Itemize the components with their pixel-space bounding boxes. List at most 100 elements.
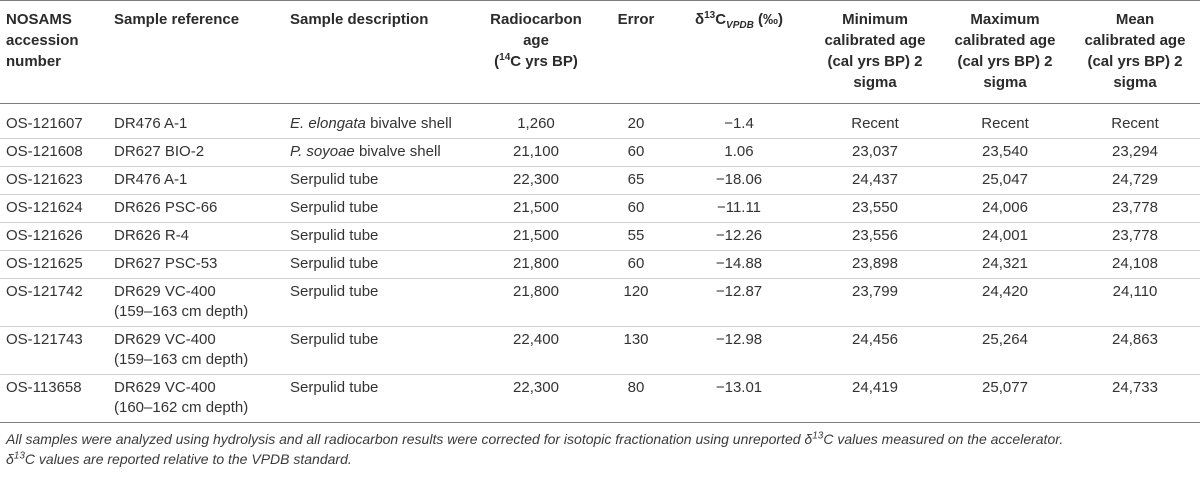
- cell-radiocarbon-age: 21,500: [513, 227, 559, 244]
- cell-accession: OS-121743: [6, 331, 83, 348]
- table-row: OS-121624 DR626 PSC-66 Serpulid tube 21,500…: [0, 195, 1200, 223]
- table-header: NOSAMS accession number Sample reference…: [0, 0, 1200, 104]
- cell-reference: DR626 PSC-66: [114, 199, 218, 216]
- footnote-line-1: All samples were analyzed using hydrolys…: [6, 430, 1064, 447]
- table-footnote: All samples were analyzed using hydrolys…: [0, 423, 1200, 469]
- cell-reference: DR627 BIO-2: [114, 143, 205, 160]
- cell-error: 65: [627, 171, 645, 188]
- cell-accession: OS-121608: [6, 143, 83, 160]
- radiocarbon-table-figure: NOSAMS accession number Sample reference…: [0, 0, 1200, 469]
- footnote-line-2: δ13C values are reported relative to the…: [6, 450, 352, 467]
- cell-delta13c: −1.4: [724, 115, 754, 132]
- cell-error: 120: [623, 283, 649, 300]
- cell-delta13c: −18.06: [715, 171, 763, 188]
- cell-min-calibrated-age: 24,419: [852, 379, 898, 396]
- cell-min-calibrated-age: 23,898: [852, 255, 898, 272]
- cell-radiocarbon-age: 21,500: [513, 199, 559, 216]
- cell-min-calibrated-age: 23,550: [852, 199, 898, 216]
- cell-description: Serpulid tube: [290, 171, 379, 188]
- cell-error: 20: [627, 115, 645, 132]
- cell-error: 60: [627, 255, 645, 272]
- cell-max-calibrated-age: 25,047: [982, 171, 1028, 188]
- cell-max-calibrated-age: 23,540: [982, 143, 1028, 160]
- header-description: Sample description: [290, 11, 429, 28]
- cell-description: Serpulid tube: [290, 255, 379, 272]
- table-row: OS-121625 DR627 PSC-53 Serpulid tube 21,800…: [0, 251, 1200, 279]
- header-error: Error: [617, 11, 655, 28]
- cell-radiocarbon-age: 22,300: [513, 171, 559, 188]
- header-delta13c: δ13CVPDB (‰): [694, 10, 784, 31]
- cell-reference: DR629 VC-400 (159–163 cm depth): [114, 331, 249, 368]
- cell-radiocarbon-age: 21,800: [513, 255, 559, 272]
- header-min-calibrated-age: Minimum calibrated age (cal yrs BP) 2 si…: [824, 11, 926, 91]
- cell-radiocarbon-age: 22,300: [513, 379, 559, 396]
- cell-min-calibrated-age: 24,456: [852, 331, 898, 348]
- species-name: E. elongata: [290, 115, 366, 132]
- header-reference: Sample reference: [114, 11, 240, 28]
- cell-delta13c: 1.06: [724, 143, 754, 160]
- cell-reference: DR626 R-4: [114, 227, 190, 244]
- table-row: OS-121626 DR626 R-4 Serpulid tube 21,500 55 −…: [0, 223, 1200, 251]
- header-max-calibrated-age: Maximum calibrated age (cal yrs BP) 2 si…: [954, 11, 1056, 91]
- cell-mean-calibrated-age: 23,294: [1112, 143, 1158, 160]
- header-radiocarbon-age: Radiocarbon age (14C yrs BP): [490, 11, 582, 70]
- cell-accession: OS-121607: [6, 115, 83, 132]
- cell-mean-calibrated-age: 23,778: [1112, 227, 1158, 244]
- species-name: P. soyoae: [290, 143, 355, 160]
- cell-reference: DR476 A-1: [114, 171, 188, 188]
- cell-error: 130: [623, 331, 649, 348]
- cell-mean-calibrated-age: 24,733: [1112, 379, 1158, 396]
- table-row: OS-121623 DR476 A-1 Serpulid tube 22,300 65 −…: [0, 167, 1200, 195]
- cell-description: P. soyoae bivalve shell: [290, 143, 441, 160]
- cell-description: Serpulid tube: [290, 283, 379, 300]
- cell-max-calibrated-age: Recent: [981, 115, 1029, 132]
- cell-delta13c: −13.01: [715, 379, 763, 396]
- cell-description: Serpulid tube: [290, 199, 379, 216]
- cell-accession: OS-121742: [6, 283, 83, 300]
- cell-accession: OS-121625: [6, 255, 83, 272]
- cell-delta13c: −12.87: [715, 283, 763, 300]
- header-mean-calibrated-age: Mean calibrated age (cal yrs BP) 2 sigma: [1084, 11, 1186, 91]
- table-body: OS-121607 DR476 A-1 E. elongata bivalve sh…: [0, 104, 1200, 423]
- cell-max-calibrated-age: 24,006: [982, 199, 1028, 216]
- cell-max-calibrated-age: 24,001: [982, 227, 1028, 244]
- cell-accession: OS-121626: [6, 227, 83, 244]
- cell-accession: OS-121624: [6, 199, 83, 216]
- cell-min-calibrated-age: 23,799: [852, 283, 898, 300]
- cell-description: Serpulid tube: [290, 331, 379, 348]
- cell-mean-calibrated-age: 24,108: [1112, 255, 1158, 272]
- cell-delta13c: −11.11: [716, 199, 762, 216]
- cell-delta13c: −14.88: [715, 255, 763, 272]
- cell-reference: DR629 VC-400 (160–162 cm depth): [114, 379, 249, 416]
- cell-reference: DR629 VC-400 (159–163 cm depth): [114, 283, 249, 320]
- cell-mean-calibrated-age: 24,863: [1112, 331, 1158, 348]
- table-row: OS-121607 DR476 A-1 E. elongata bivalve sh…: [0, 104, 1200, 139]
- cell-radiocarbon-age: 21,100: [513, 143, 559, 160]
- cell-delta13c: −12.26: [715, 227, 763, 244]
- cell-reference: DR627 PSC-53: [114, 255, 218, 272]
- cell-min-calibrated-age: 23,556: [852, 227, 898, 244]
- cell-max-calibrated-age: 25,264: [982, 331, 1028, 348]
- cell-description: Serpulid tube: [290, 379, 379, 396]
- cell-mean-calibrated-age: 24,729: [1112, 171, 1158, 188]
- header-accession: NOSAMS accession number: [6, 11, 79, 70]
- cell-min-calibrated-age: 23,037: [852, 143, 898, 160]
- cell-accession: OS-113658: [6, 379, 82, 396]
- cell-error: 60: [627, 199, 645, 216]
- table-row: OS-113658 DR629 VC-400 (160–162 cm depth) S…: [0, 375, 1200, 423]
- table-row: OS-121742 DR629 VC-400 (159–163 cm depth) S…: [0, 279, 1200, 327]
- cell-max-calibrated-age: 25,077: [982, 379, 1028, 396]
- cell-accession: OS-121623: [6, 171, 83, 188]
- cell-min-calibrated-age: 24,437: [852, 171, 898, 188]
- cell-error: 55: [627, 227, 645, 244]
- cell-error: 60: [627, 143, 645, 160]
- table-row: OS-121743 DR629 VC-400 (159–163 cm depth) S…: [0, 327, 1200, 375]
- header-row: NOSAMS accession number Sample reference…: [0, 0, 1200, 104]
- cell-radiocarbon-age: 1,260: [517, 115, 555, 132]
- cell-radiocarbon-age: 21,800: [513, 283, 559, 300]
- cell-reference: DR476 A-1: [114, 115, 188, 132]
- cell-max-calibrated-age: 24,321: [982, 255, 1028, 272]
- cell-min-calibrated-age: Recent: [851, 115, 899, 132]
- cell-max-calibrated-age: 24,420: [982, 283, 1028, 300]
- cell-mean-calibrated-age: 24,110: [1112, 283, 1158, 300]
